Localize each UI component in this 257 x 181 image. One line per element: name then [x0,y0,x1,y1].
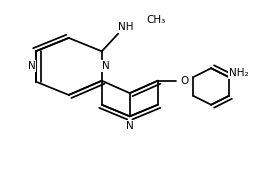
Text: N: N [102,61,109,71]
Text: NH₂: NH₂ [229,68,249,78]
Text: N: N [126,121,134,131]
Text: O: O [180,76,189,86]
Text: N: N [28,61,36,71]
Text: NH: NH [118,22,134,32]
Text: CH₃: CH₃ [146,15,166,25]
